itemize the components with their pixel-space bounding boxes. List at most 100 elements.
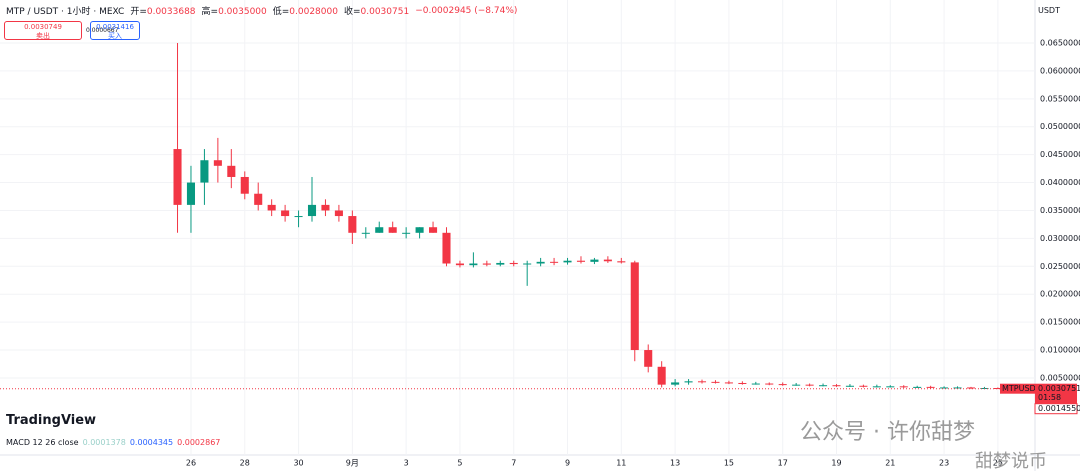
y-tick-label: 0.0300000 [1040, 234, 1080, 243]
indicator-value: 0.0004345 [129, 438, 174, 447]
watermark: 甜梦说币 [975, 451, 1047, 472]
x-tick-label: 9月 [346, 459, 359, 468]
buy-button[interactable]: 0.0031416 买入 [90, 21, 140, 40]
candle-body [294, 216, 303, 218]
candle-body [657, 366, 666, 385]
close-label: 收= [343, 7, 361, 17]
price-tag [1000, 383, 1035, 394]
y-tick-label: 0.0250000 [1040, 262, 1080, 271]
candle-body [899, 386, 908, 388]
sell-button[interactable]: 0.0030749 卖出 [4, 21, 82, 40]
candle-body [590, 259, 599, 262]
watermark: 公众号 · 许你甜梦 [800, 420, 975, 445]
y-tick-label: 0.0200000 [1040, 290, 1080, 299]
candle-body [200, 160, 209, 183]
indicator-value: 0.0001378 [82, 438, 126, 447]
y-tick-label: 0.0450000 [1040, 150, 1080, 159]
x-tick-label: 7 [511, 459, 516, 468]
x-tick-label: 3 [404, 459, 409, 468]
candle-body [281, 210, 290, 217]
axis-currency[interactable]: USDT [1038, 6, 1060, 15]
symbol[interactable]: MTP / USDT · 1小时 · MEXC [6, 7, 125, 17]
y-tick-label: 0.0100000 [1040, 346, 1080, 355]
candle-body [415, 227, 424, 233]
x-tick-label: 26 [186, 459, 196, 468]
spread: 0.0000667 [86, 27, 119, 34]
plot-area [0, 0, 1035, 455]
candle-body [792, 384, 801, 386]
candle-body [886, 386, 895, 388]
open-value: 0.0033688 [146, 7, 196, 17]
y-tick-label: 0.0150000 [1040, 318, 1080, 327]
candle-body [765, 383, 774, 385]
x-tick-label: 19 [831, 459, 841, 468]
candle-body [940, 387, 949, 389]
candle-body [966, 387, 976, 389]
candle-body [563, 260, 572, 263]
candle-body [684, 381, 693, 383]
x-tick-label: 11 [616, 459, 626, 468]
y-tick-label: 0.0550000 [1040, 94, 1080, 103]
y-tick-label: 0.0500000 [1040, 122, 1080, 131]
x-tick-label: 15 [724, 459, 734, 468]
candle-body [738, 382, 747, 384]
candle-body [523, 263, 532, 265]
candle-body [778, 384, 787, 386]
candle-body [321, 204, 330, 211]
candle-body [213, 160, 222, 166]
x-tick-label: 21 [885, 459, 895, 468]
low-value: 0.0028000 [289, 7, 338, 17]
candle-body [536, 261, 545, 264]
x-tick-label: 23 [939, 459, 949, 468]
candle-body [603, 259, 612, 262]
x-tick-label: 5 [457, 459, 462, 468]
candle-body [455, 263, 464, 266]
y-tick-label: 0.0600000 [1040, 66, 1080, 75]
indicator-legend: MACD 12 26 close 0.0001378 0.0004345 0.0… [6, 438, 220, 447]
candle-body [697, 381, 707, 383]
second-price-label: 0.0014550 [1038, 404, 1080, 413]
sell-label: 卖出 [36, 32, 50, 40]
y-tick-label: 0.0400000 [1040, 178, 1080, 187]
close-value: 0.0030751 [360, 7, 410, 17]
candle-body [496, 262, 505, 265]
candle-body [442, 232, 451, 264]
candle-body [509, 262, 518, 265]
header: MTP / USDT · 1小时 · MEXC 开=0.0033688 高=0.… [6, 4, 517, 18]
candle-body [388, 227, 397, 233]
candle-body [671, 382, 680, 385]
candle-body [307, 204, 317, 217]
y-tick-label: 0.0650000 [1040, 38, 1080, 47]
price-tag-symbol: MTPUSDT [1002, 384, 1041, 393]
buy-price: 0.0031416 [96, 23, 134, 31]
x-tick-label: 9 [565, 459, 570, 468]
candle-body [334, 210, 343, 217]
candle-body [227, 165, 236, 177]
low-label: 低= [272, 7, 290, 17]
x-tick-label: 25 [993, 459, 1003, 468]
logo[interactable]: TradingView [6, 413, 97, 428]
price-tag [1035, 383, 1077, 404]
candle-body [711, 381, 720, 383]
candle-body [644, 350, 653, 367]
candle-body [859, 385, 868, 387]
candle-body [724, 382, 733, 384]
candle-body [469, 263, 478, 266]
high-value: 0.0035000 [218, 7, 267, 17]
candle-body [617, 261, 626, 263]
candle-body [751, 383, 760, 385]
candle-body [240, 176, 249, 194]
candle-body [550, 261, 559, 263]
last-price-label: 0.0030751 [1038, 384, 1080, 393]
candle-body [926, 386, 935, 388]
x-tick-label: 30 [293, 459, 303, 468]
candle-body [429, 227, 438, 233]
x-tick-label: 13 [670, 459, 680, 468]
indicator-name: MACD 12 26 close [6, 438, 79, 447]
candle-body [993, 388, 1002, 390]
candle-body [872, 386, 881, 388]
candle-body [186, 182, 196, 205]
candle-body [348, 216, 357, 233]
open-label: 开= [130, 7, 147, 17]
